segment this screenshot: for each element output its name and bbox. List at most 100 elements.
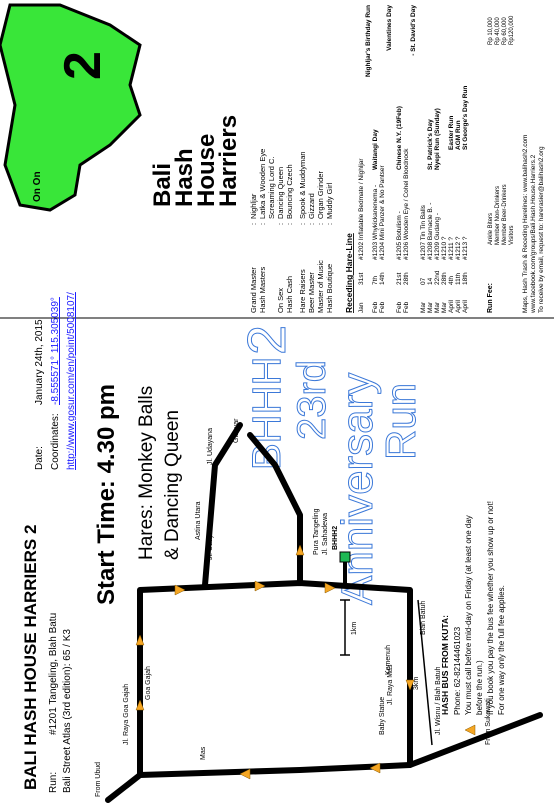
map-label: BHHH2 [332,526,339,550]
start-time: Start Time: 4.30 pm [93,384,120,605]
fee-name: Member Beer-Drinkers [502,184,508,245]
hare-day: 11th [455,272,462,285]
hare-day: 31st [358,273,365,285]
hare-event: St. Patrick's Day [427,119,434,170]
staff-colon: : [298,223,307,225]
staff-name: Latka & Wooden Eye [258,149,267,219]
hare-day: 21st [396,273,403,285]
hare-month: April [462,299,469,313]
staff-name: Screaming Lord C. [267,156,276,219]
hare-note: Valentines Day [386,5,393,51]
run-site [339,551,351,563]
hare-event: AGM Run [455,120,462,150]
staff-name: Dancing Queen [276,167,285,219]
map-label: Goa Gajah [145,666,152,700]
date: January 24th, 2015 [34,319,45,405]
hare-note: - St. David's Day [410,5,417,56]
map [105,422,543,803]
staff-role: Hash Cash [285,276,294,313]
fee-name: Ankle Biters [488,213,494,245]
hare-event: Easter Run [448,116,455,150]
hare-run: #1212 ? [455,236,462,260]
staff-role: Grand Master [249,267,258,313]
staff-role: Beer Master [307,272,316,313]
coords-label: Coordinates: [50,413,61,470]
fee-price: Rp 60,000 [502,17,508,45]
staff-colon: : [316,223,325,225]
map-label: 1km [351,622,358,635]
on-on: On On [32,171,43,202]
hare-day: 28th [441,272,448,285]
run: #1201 Tangeling, Blah Batu [48,613,59,735]
hare-note: Nighljar's Birthday Run [365,5,372,77]
logo-word: House [193,134,220,207]
road [105,712,543,803]
hare-run: #1211 ? [448,237,455,260]
staff-role: Hare Raisers [298,269,307,313]
url[interactable]: http://www.gosur.com/en/point/5008107/ [66,292,77,470]
staff-role: On Sex [276,288,285,313]
logo-two: 2 [54,51,112,80]
hare-month: Jan [358,302,365,313]
road [202,422,243,588]
hare-month: Mar [427,301,434,313]
map-label: Gianyar [233,418,240,443]
hare-month: Feb [372,301,379,313]
fee-price: Rp120,000 [509,15,515,45]
hare-event: Nyepi Run (Sunday) [434,108,441,170]
hare-event: St George's Day Run [462,86,469,150]
hare-month: Feb [403,301,410,313]
hare-month: Mar [441,301,448,313]
map-label: From Ubud [95,762,102,797]
hare-day: 28th [403,272,410,285]
map-label: Astina Utara [195,501,202,540]
hare-run: #1210 ? [441,236,448,260]
run-fee-title: Run Fee: [487,283,494,313]
staff-colon: : [325,223,334,225]
hare-day: 14th [379,272,386,285]
hare-run: #1204 Mini Panzer & No Pantser [379,165,386,260]
map-label: Jl. Udayana [207,523,214,560]
hare-month: Feb [396,301,403,313]
run-label: Run: [48,772,59,793]
bus-line: Phone: 62-82144461023 [453,626,462,715]
coords[interactable]: -8.555571° 115.305039° [50,297,61,405]
staff-colon: : [307,223,316,225]
hare-run: #1202 Inflatable Bedmate / Nighljar [358,158,365,260]
hare-run: #1208 Barnacle B. - [427,203,434,260]
footer-line: To receive by email, request to: hareras… [538,146,545,313]
arrows [135,544,476,780]
hare-line-title: Receding Hare-Line [344,233,354,313]
landscape-sheet: BALI HASH HOUSE HARRIERS 2 Run: #1201 Ta… [0,3,554,803]
fee-name: Member Non-Drinkers [495,186,501,245]
date-label: Date: [34,446,45,470]
map-label: Kemenuh [385,645,392,675]
bus-line: For one way only the full fee applies. [497,585,506,715]
map-label: Blah Batuh [420,601,427,635]
bus-line: If you book you pay the bus fee whether … [486,501,495,715]
distance-bar [340,599,350,656]
logo-word: Bali [149,163,176,207]
staff-colon: : [285,223,294,225]
island [0,3,142,212]
anniversary: 23rd [290,360,334,440]
fee-price: Rp 10,000 [488,17,494,45]
bus-title: HASH BUS FROM KUTA: [440,615,450,715]
staff-name: Nighljar [249,193,258,219]
anniversary: BHHH [245,357,289,470]
road [137,580,413,778]
staff-colon: : [258,223,267,225]
road [417,599,433,746]
logo-word: Hash [171,148,198,207]
map-label: Mas [200,746,207,760]
hare-day: 07 [420,277,427,285]
bus-line: You must call before mid-day on Friday (… [464,515,473,715]
hare-day: 18th [462,272,469,285]
map-label: Jl. Udayana [207,428,214,465]
hare-day: 14 [427,277,434,285]
hare-run: #1203 Whykickanenema - [372,185,379,260]
footer-line: Maps, Hash Trash & Receding Harelines: w… [522,135,529,313]
staff-colon: : [276,223,285,225]
